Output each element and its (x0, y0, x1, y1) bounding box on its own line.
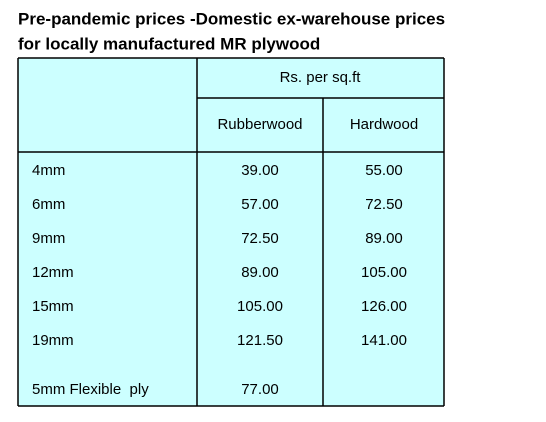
unit-header: Rs. per sq.ft (280, 69, 362, 86)
price-cell: 105.00 (237, 298, 283, 315)
title-line: for locally manufactured MR plywood (18, 34, 320, 53)
price-cell: 126.00 (361, 298, 407, 315)
row-label: 9mm (32, 230, 65, 247)
price-cell: 77.00 (241, 381, 279, 398)
price-cell: 57.00 (241, 196, 279, 213)
table-background (18, 58, 444, 406)
column-header: Rubberwood (217, 116, 302, 133)
price-cell: 121.50 (237, 332, 283, 349)
row-label: 6mm (32, 196, 65, 213)
price-cell: 39.00 (241, 162, 279, 179)
row-label: 5mm Flexible ply (32, 381, 149, 398)
price-cell: 89.00 (241, 264, 279, 281)
row-label: 19mm (32, 332, 74, 349)
price-cell: 105.00 (361, 264, 407, 281)
column-header: Hardwood (350, 116, 418, 133)
row-label: 4mm (32, 162, 65, 179)
title-line: Pre-pandemic prices -Domestic ex-warehou… (18, 9, 445, 28)
row-label: 15mm (32, 298, 74, 315)
price-cell: 55.00 (365, 162, 403, 179)
price-cell: 72.50 (241, 230, 279, 247)
price-cell: 72.50 (365, 196, 403, 213)
row-label: 12mm (32, 264, 74, 281)
price-cell: 89.00 (365, 230, 403, 247)
price-cell: 141.00 (361, 332, 407, 349)
